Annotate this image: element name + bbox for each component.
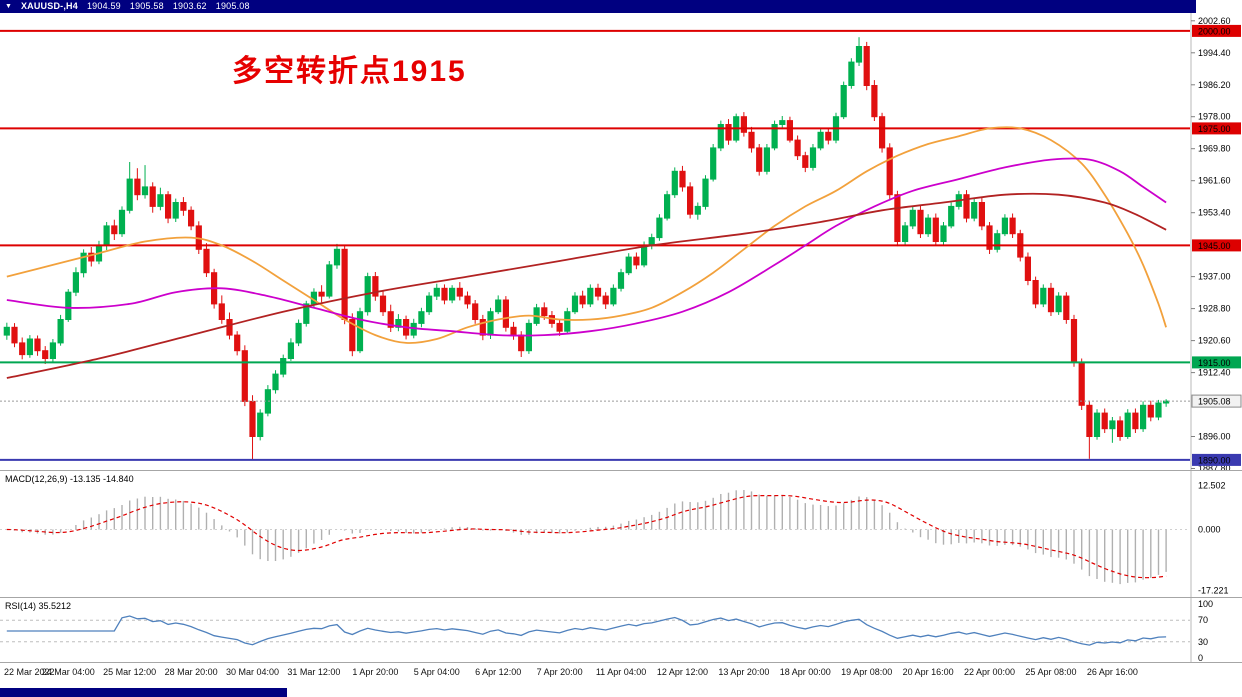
svg-text:0.000: 0.000 xyxy=(1198,525,1221,535)
level-lines xyxy=(0,29,1190,461)
moving-averages xyxy=(6,126,1167,379)
svg-text:1975.00: 1975.00 xyxy=(1198,124,1231,134)
time-axis-label: 25 Apr 08:00 xyxy=(1025,667,1077,677)
time-axis-label: 11 Apr 04:00 xyxy=(595,667,647,677)
time-axis-label: 24 Mar 04:00 xyxy=(41,667,95,677)
time-axis-label: 6 Apr 12:00 xyxy=(475,667,522,677)
svg-text:1978.00: 1978.00 xyxy=(1198,112,1231,122)
rsi-panel[interactable]: 100 70 30 0 xyxy=(0,598,1242,662)
svg-text:1953.40: 1953.40 xyxy=(1198,208,1231,218)
svg-text:30: 30 xyxy=(1198,637,1208,647)
rsi-axis: 100 70 30 0 xyxy=(1190,598,1242,662)
time-axis-label: 19 Apr 08:00 xyxy=(841,667,893,677)
svg-text:1928.80: 1928.80 xyxy=(1198,304,1231,314)
svg-text:1915.00: 1915.00 xyxy=(1198,358,1231,368)
svg-text:1969.80: 1969.80 xyxy=(1198,144,1231,154)
time-axis-label: 25 Mar 12:00 xyxy=(103,667,157,677)
time-axis-label: 31 Mar 12:00 xyxy=(287,667,341,677)
time-axis-label: 20 Apr 16:00 xyxy=(902,667,954,677)
time-axis-label: 26 Apr 16:00 xyxy=(1086,667,1138,677)
ma-mid-magenta xyxy=(6,157,1167,337)
time-axis-label: 12 Apr 12:00 xyxy=(656,667,708,677)
svg-text:70: 70 xyxy=(1198,615,1208,625)
time-axis-label: 22 Apr 00:00 xyxy=(964,667,1016,677)
close-value: 1905.08 xyxy=(215,1,250,11)
svg-text:2000.00: 2000.00 xyxy=(1198,26,1231,36)
svg-text:1945.00: 1945.00 xyxy=(1198,241,1231,251)
svg-text:0: 0 xyxy=(1198,653,1203,662)
panel-separator[interactable] xyxy=(0,470,1242,471)
svg-text:1912.40: 1912.40 xyxy=(1198,368,1231,378)
svg-text:1937.00: 1937.00 xyxy=(1198,272,1231,282)
panel-separator[interactable] xyxy=(0,597,1242,598)
rsi-indicator-label: RSI(14) 35.5212 xyxy=(5,601,72,611)
time-axis-label: 30 Mar 04:00 xyxy=(225,667,280,677)
current-price-tag: 1905.08 xyxy=(1198,397,1231,407)
rsi-line xyxy=(6,615,1167,646)
time-axis-label: 1 Apr 20:00 xyxy=(352,667,399,677)
time-axis-label: 5 Apr 04:00 xyxy=(413,667,460,677)
macd-signal-line xyxy=(6,494,1167,579)
candlesticks xyxy=(3,37,1170,460)
low-value: 1903.62 xyxy=(172,1,207,11)
ma-fast-orange xyxy=(6,126,1167,344)
price-axis: 2002.60 1994.40 1986.20 1978.00 1969.80 1961.… xyxy=(1190,13,1242,471)
time-axis: 22 Mar 2022 24 Mar 04:00 25 Mar 12:00 28 Ma… xyxy=(0,663,1242,685)
bottom-scrollbar[interactable] xyxy=(0,688,287,697)
svg-text:1890.00: 1890.00 xyxy=(1198,455,1231,465)
svg-text:1994.40: 1994.40 xyxy=(1198,48,1231,58)
high-value: 1905.58 xyxy=(129,1,164,11)
macd-histogram xyxy=(13,490,1167,585)
chart-title-bar[interactable]: ▼ XAUUSD-,H4 1904.59 1905.58 1903.62 190… xyxy=(0,0,1196,13)
svg-text:12.502: 12.502 xyxy=(1198,480,1226,490)
macd-panel[interactable]: 12.502 0.000 -17.221 xyxy=(0,471,1242,597)
svg-text:-17.221: -17.221 xyxy=(1198,585,1229,595)
ma-slow-darkred xyxy=(6,192,1167,379)
time-axis-label: 28 Mar 20:00 xyxy=(164,667,218,677)
main-price-chart[interactable]: 2002.60 1994.40 1986.20 1978.00 1969.80 1961.… xyxy=(0,13,1242,470)
open-value: 1904.59 xyxy=(86,1,121,11)
annotation-text: 多空转折点1915 xyxy=(232,55,467,88)
time-axis-label: 13 Apr 20:00 xyxy=(718,667,770,677)
svg-text:100: 100 xyxy=(1198,599,1213,609)
time-axis-label: 18 Apr 00:00 xyxy=(779,667,831,677)
macd-indicator-label: MACD(12,26,9) -13.135 -14.840 xyxy=(5,474,134,484)
macd-axis: 12.502 0.000 -17.221 xyxy=(1190,471,1242,597)
svg-text:1887.80: 1887.80 xyxy=(1198,464,1231,471)
svg-text:1920.60: 1920.60 xyxy=(1198,336,1231,346)
time-axis-label: 22 Mar 2022 xyxy=(4,667,55,677)
svg-text:2002.60: 2002.60 xyxy=(1198,16,1231,26)
time-axis-label: 7 Apr 20:00 xyxy=(536,667,583,677)
symbol-timeframe-label: XAUUSD-,H4 xyxy=(20,1,78,11)
panel-separator xyxy=(0,662,1242,663)
svg-text:1896.00: 1896.00 xyxy=(1198,432,1231,442)
collapse-icon[interactable]: ▼ xyxy=(5,3,12,10)
svg-text:1961.60: 1961.60 xyxy=(1198,176,1231,186)
svg-text:1986.20: 1986.20 xyxy=(1198,80,1231,90)
